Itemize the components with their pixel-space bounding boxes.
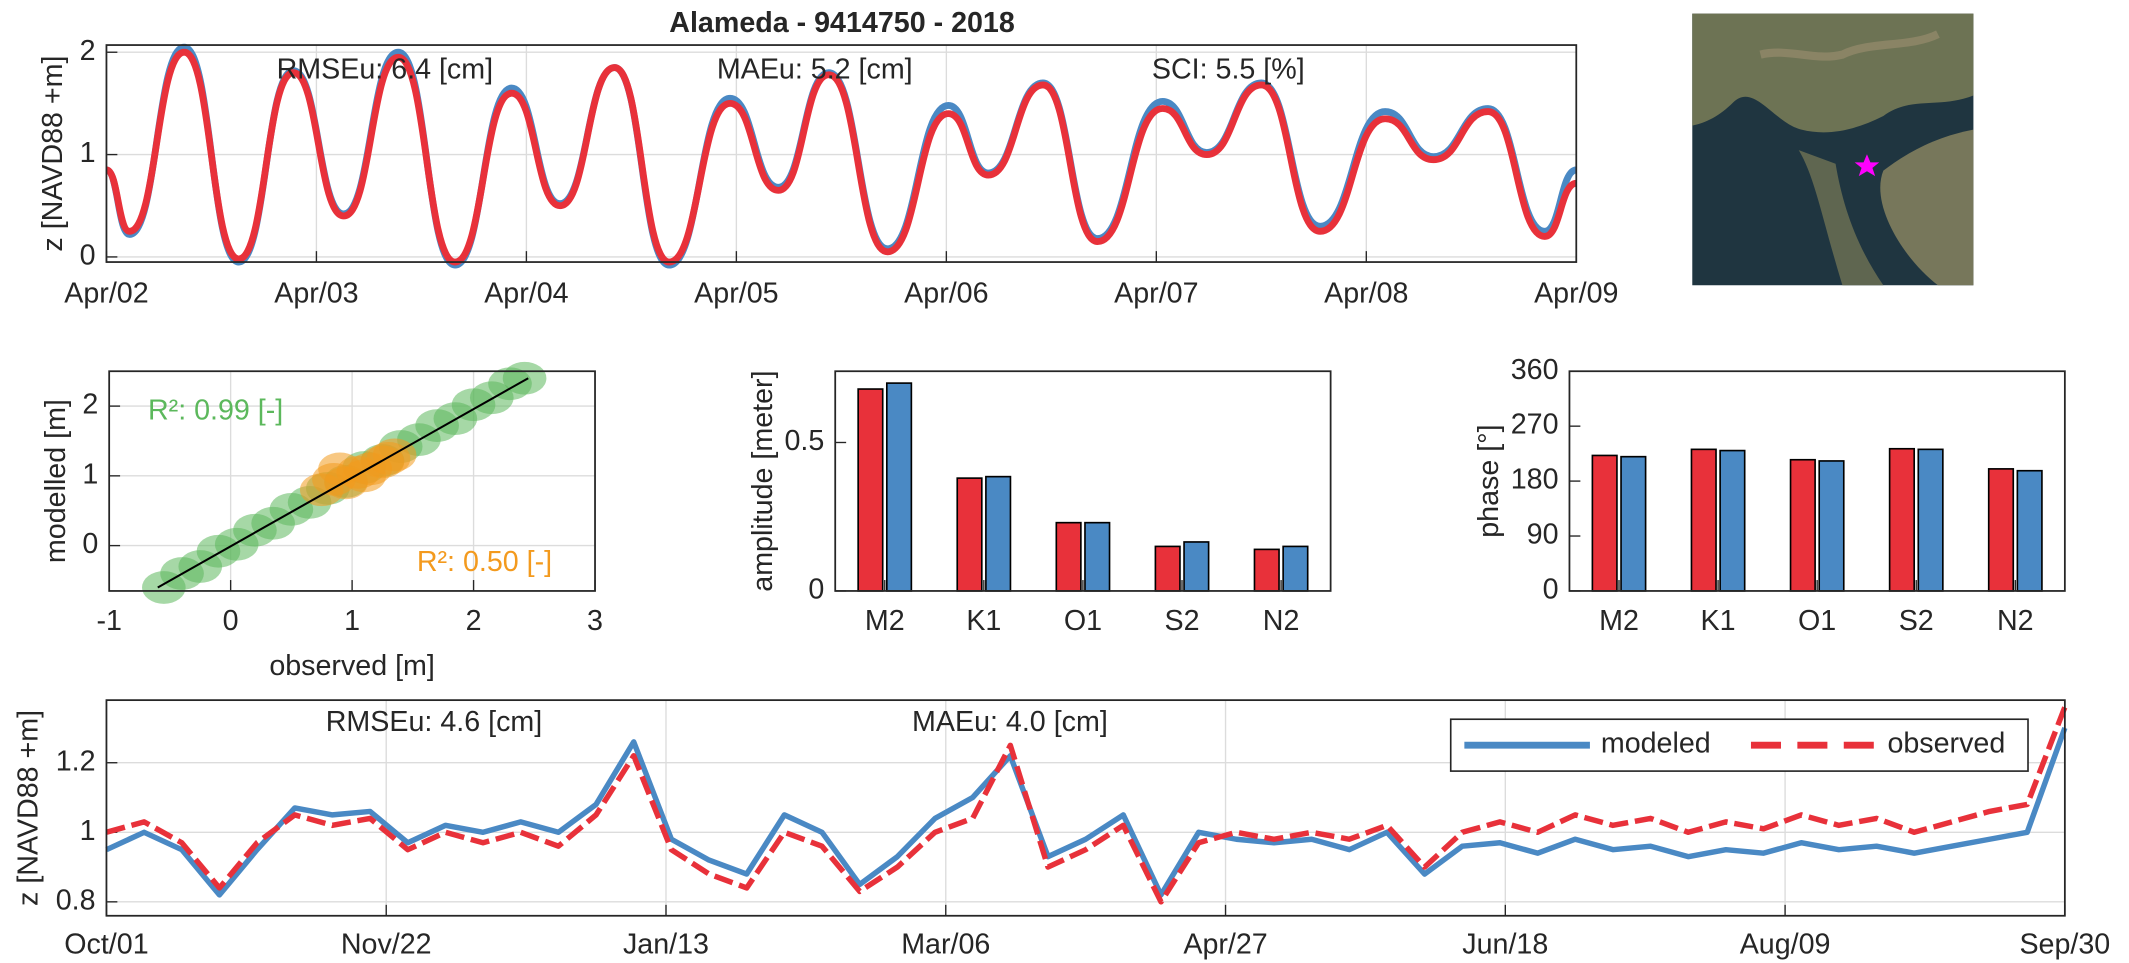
bar [1254, 549, 1279, 591]
bar [1918, 449, 1943, 591]
bar [1890, 449, 1915, 591]
bar [1184, 542, 1209, 591]
bar [1621, 457, 1646, 591]
page: 0 1 2 Apr/02 Apr/03 Apr/04 Apr/05 Apr/06 Apr/07 A… [0, 0, 2129, 963]
scatter-point [367, 442, 411, 475]
y-tick-label: 1 [80, 815, 96, 847]
y-tick-label: 180 [1511, 464, 1559, 496]
chart-title: Alameda - 9414750 - 2018 [669, 7, 1015, 39]
y-tick-label: 0 [1543, 574, 1559, 606]
x-tick-label: 0 [223, 605, 239, 637]
bar [957, 478, 982, 591]
bar [2017, 471, 2042, 591]
x-tick-label: N2 [1997, 605, 2034, 637]
figure: 0 1 2 Apr/02 Apr/03 Apr/04 Apr/05 Apr/06 Apr/07 A… [0, 0, 2129, 963]
bar [1791, 460, 1816, 591]
x-tick-label: -1 [96, 605, 121, 637]
x-tick-label: S2 [1899, 605, 1934, 637]
annotation: R²: 0.50 [-] [417, 546, 552, 578]
x-tick-label: S2 [1164, 605, 1199, 637]
y-tick-label: 2 [80, 35, 96, 67]
x-tick-label: M2 [865, 605, 905, 637]
x-tick-label: N2 [1263, 605, 1300, 637]
bar [1720, 451, 1745, 591]
bar [858, 389, 883, 591]
legend-label: modeled [1601, 728, 1711, 760]
y-tick-label: 0 [80, 239, 96, 271]
bar [1592, 455, 1617, 590]
x-tick-label: Apr/06 [904, 277, 988, 309]
bar [1085, 523, 1110, 591]
x-tick-label: Apr/08 [1324, 277, 1408, 309]
bar [1056, 523, 1081, 591]
y-axis-label: modelled [m] [40, 399, 72, 563]
legend-label: observed [1887, 728, 2005, 760]
map-inset [1692, 14, 1973, 286]
y-tick-label: 0 [82, 528, 98, 560]
x-tick-label: 3 [587, 605, 603, 637]
x-tick-label: Nov/22 [341, 928, 432, 960]
x-axis-label: observed [m] [269, 650, 435, 682]
y-axis-label: z [NAVD88 +m] [37, 56, 69, 252]
x-tick-label: Apr/07 [1114, 277, 1198, 309]
annotation: R²: 0.99 [-] [148, 395, 283, 427]
y-axis-label: z [NAVD88 +m] [13, 710, 45, 906]
x-tick-label: Apr/27 [1183, 928, 1267, 960]
bar [1819, 461, 1844, 591]
annotation: MAEu: 4.0 [cm] [912, 706, 1108, 738]
y-tick-label: 2 [82, 389, 98, 421]
x-tick-label: 1 [344, 605, 360, 637]
y-axis-label: amplitude [meter] [747, 370, 779, 591]
x-tick-label: Mar/06 [901, 928, 990, 960]
bar [1155, 546, 1180, 591]
x-tick-label: M2 [1599, 605, 1639, 637]
x-tick-label: Oct/01 [64, 928, 148, 960]
bar [1283, 546, 1308, 591]
x-tick-label: Apr/03 [274, 277, 358, 309]
x-tick-label: K1 [1701, 605, 1736, 637]
y-tick-label: 1.2 [56, 745, 96, 777]
x-tick-label: Apr/09 [1534, 277, 1618, 309]
x-tick-label: Apr/04 [484, 277, 568, 309]
y-tick-label: 0.5 [784, 425, 824, 457]
annotation: SCI: 5.5 [%] [1152, 54, 1305, 86]
x-tick-label: Sep/30 [2019, 928, 2110, 960]
x-tick-label: 2 [466, 605, 482, 637]
annotation: RMSEu: 4.6 [cm] [326, 706, 542, 738]
bar [887, 383, 912, 591]
y-tick-label: 270 [1511, 409, 1559, 441]
x-tick-label: Apr/05 [694, 277, 778, 309]
bar [1989, 469, 2014, 591]
x-tick-label: Jan/13 [623, 928, 709, 960]
y-tick-label: 1 [82, 458, 98, 490]
annotation: RMSEu: 6.4 [cm] [277, 54, 493, 86]
bar [986, 477, 1011, 591]
x-tick-label: O1 [1798, 605, 1836, 637]
bar [1691, 449, 1716, 591]
x-tick-label: O1 [1064, 605, 1102, 637]
y-axis-label: phase [°] [1473, 424, 1505, 537]
annotation: MAEu: 5.2 [cm] [717, 54, 913, 86]
y-tick-label: 1 [80, 137, 96, 169]
x-tick-label: Aug/09 [1740, 928, 1831, 960]
y-tick-label: 360 [1511, 354, 1559, 386]
x-tick-label: Jun/18 [1462, 928, 1548, 960]
x-tick-label: Apr/02 [64, 277, 148, 309]
y-tick-label: 90 [1527, 519, 1559, 551]
y-tick-label: 0 [808, 574, 824, 606]
x-tick-label: K1 [966, 605, 1001, 637]
y-tick-label: 0.8 [56, 884, 96, 916]
